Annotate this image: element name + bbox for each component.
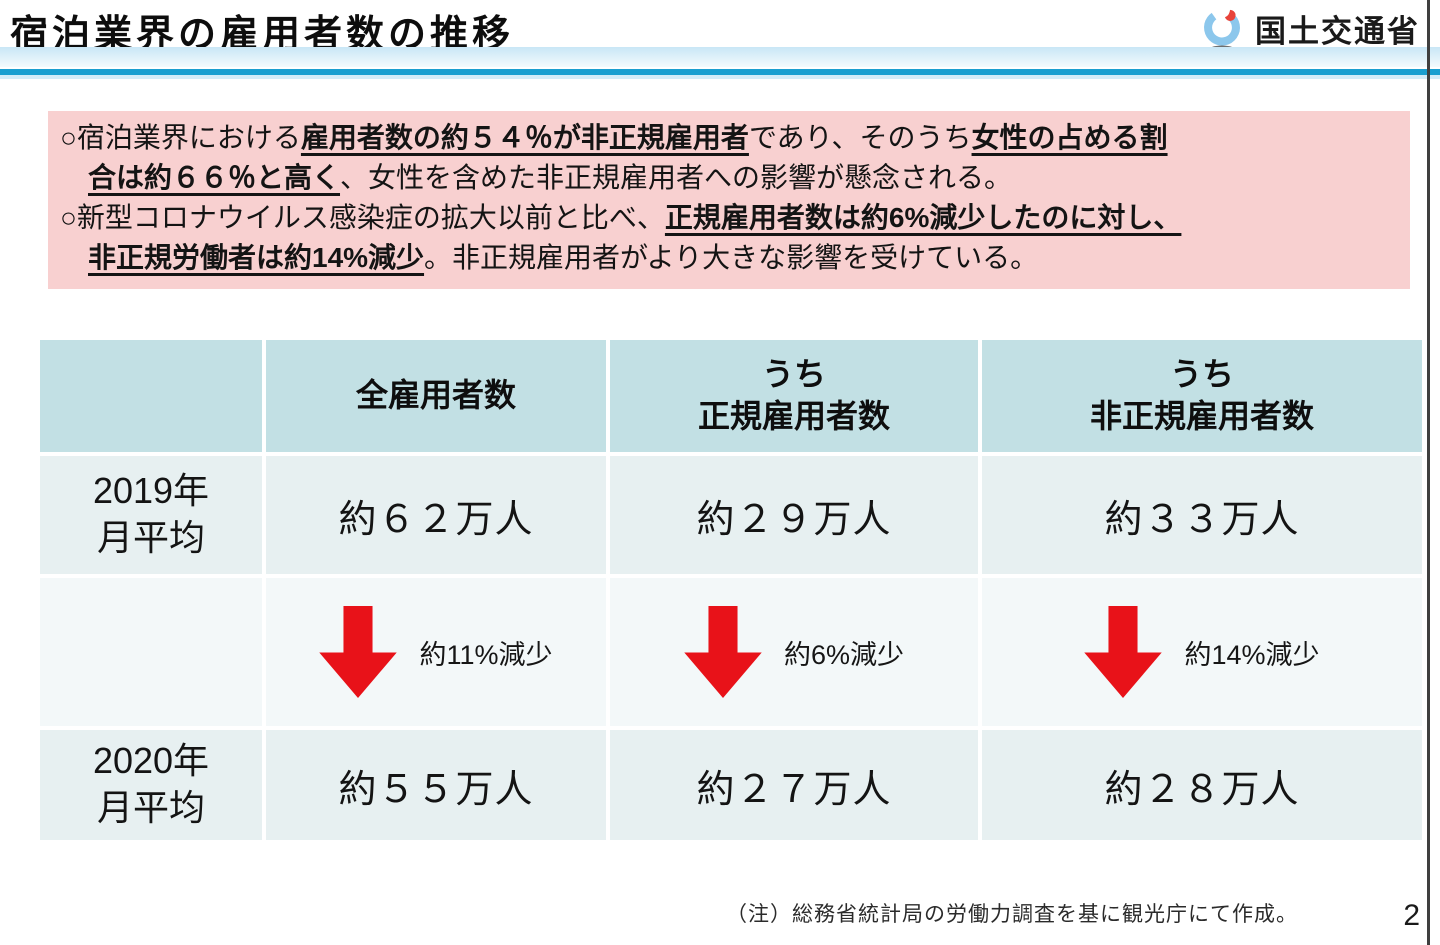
table-header-empty bbox=[40, 340, 262, 452]
page-number: 2 bbox=[1403, 899, 1420, 932]
window-right-border bbox=[1427, 0, 1430, 945]
table-header-nonregular-employees: うち 非正規雇用者数 bbox=[982, 340, 1422, 452]
employment-table: 全雇用者数 うち 正規雇用者数 うち 非正規雇用者数 2019年 月平均 約６２… bbox=[40, 340, 1422, 840]
down-arrow-icon bbox=[1084, 606, 1163, 698]
change-regular-label: 約6%減少 bbox=[783, 639, 905, 670]
change-nonregular: 約14%減少 bbox=[982, 578, 1422, 726]
agency-name: 国土交通省 bbox=[1255, 14, 1420, 49]
header-accent-underline bbox=[0, 75, 1440, 79]
agency-branding: 国土交通省 bbox=[1199, 6, 1420, 51]
change-total: 約11%減少 bbox=[266, 578, 606, 726]
cell-2019-total: 約６２万人 bbox=[266, 456, 606, 574]
change-regular: 約6%減少 bbox=[610, 578, 978, 726]
down-arrow-icon bbox=[319, 606, 398, 698]
table-header-total-employees: 全雇用者数 bbox=[266, 340, 606, 452]
source-note: （注）総務省統計局の労働力調査を基に観光庁にて作成。 bbox=[726, 903, 1298, 926]
change-total-label: 約11%減少 bbox=[419, 639, 553, 670]
cell-2020-nonregular: 約２８万人 bbox=[982, 730, 1422, 840]
cell-2019-regular: 約２９万人 bbox=[610, 456, 978, 574]
cell-2019-nonregular: 約３３万人 bbox=[982, 456, 1422, 574]
summary-line-4: 非正規労働者は約14%減少。非正規雇用者がより大きな影響を受けている。 bbox=[88, 242, 1039, 273]
change-row-spacer bbox=[40, 578, 262, 726]
summary-box: ○宿泊業界における雇用者数の約５４％が非正規雇用者であり、そのうち女性の占める割… bbox=[48, 111, 1410, 289]
header-accent-bar bbox=[0, 69, 1440, 75]
cell-2020-regular: 約２７万人 bbox=[610, 730, 978, 840]
header-accent-band bbox=[0, 47, 1440, 67]
down-arrow-icon bbox=[684, 606, 762, 698]
cell-2020-total: 約５５万人 bbox=[266, 730, 606, 840]
table-header-regular-employees: うち 正規雇用者数 bbox=[610, 340, 978, 452]
mlit-logo-icon bbox=[1204, 9, 1240, 51]
row-label-2019: 2019年 月平均 bbox=[40, 456, 262, 574]
summary-line-2: 合は約６６％と高く、女性を含めた非正規雇用者への影響が懸念される。 bbox=[88, 162, 1013, 193]
change-nonregular-label: 約14%減少 bbox=[1184, 639, 1320, 670]
summary-line-3: ○新型コロナウイルス感染症の拡大以前と比べ、正規雇用者数は約6%減少したのに対し… bbox=[60, 202, 1182, 233]
row-label-2020: 2020年 月平均 bbox=[40, 730, 262, 840]
summary-line-1: ○宿泊業界における雇用者数の約５４％が非正規雇用者であり、そのうち女性の占める割 bbox=[60, 122, 1168, 153]
